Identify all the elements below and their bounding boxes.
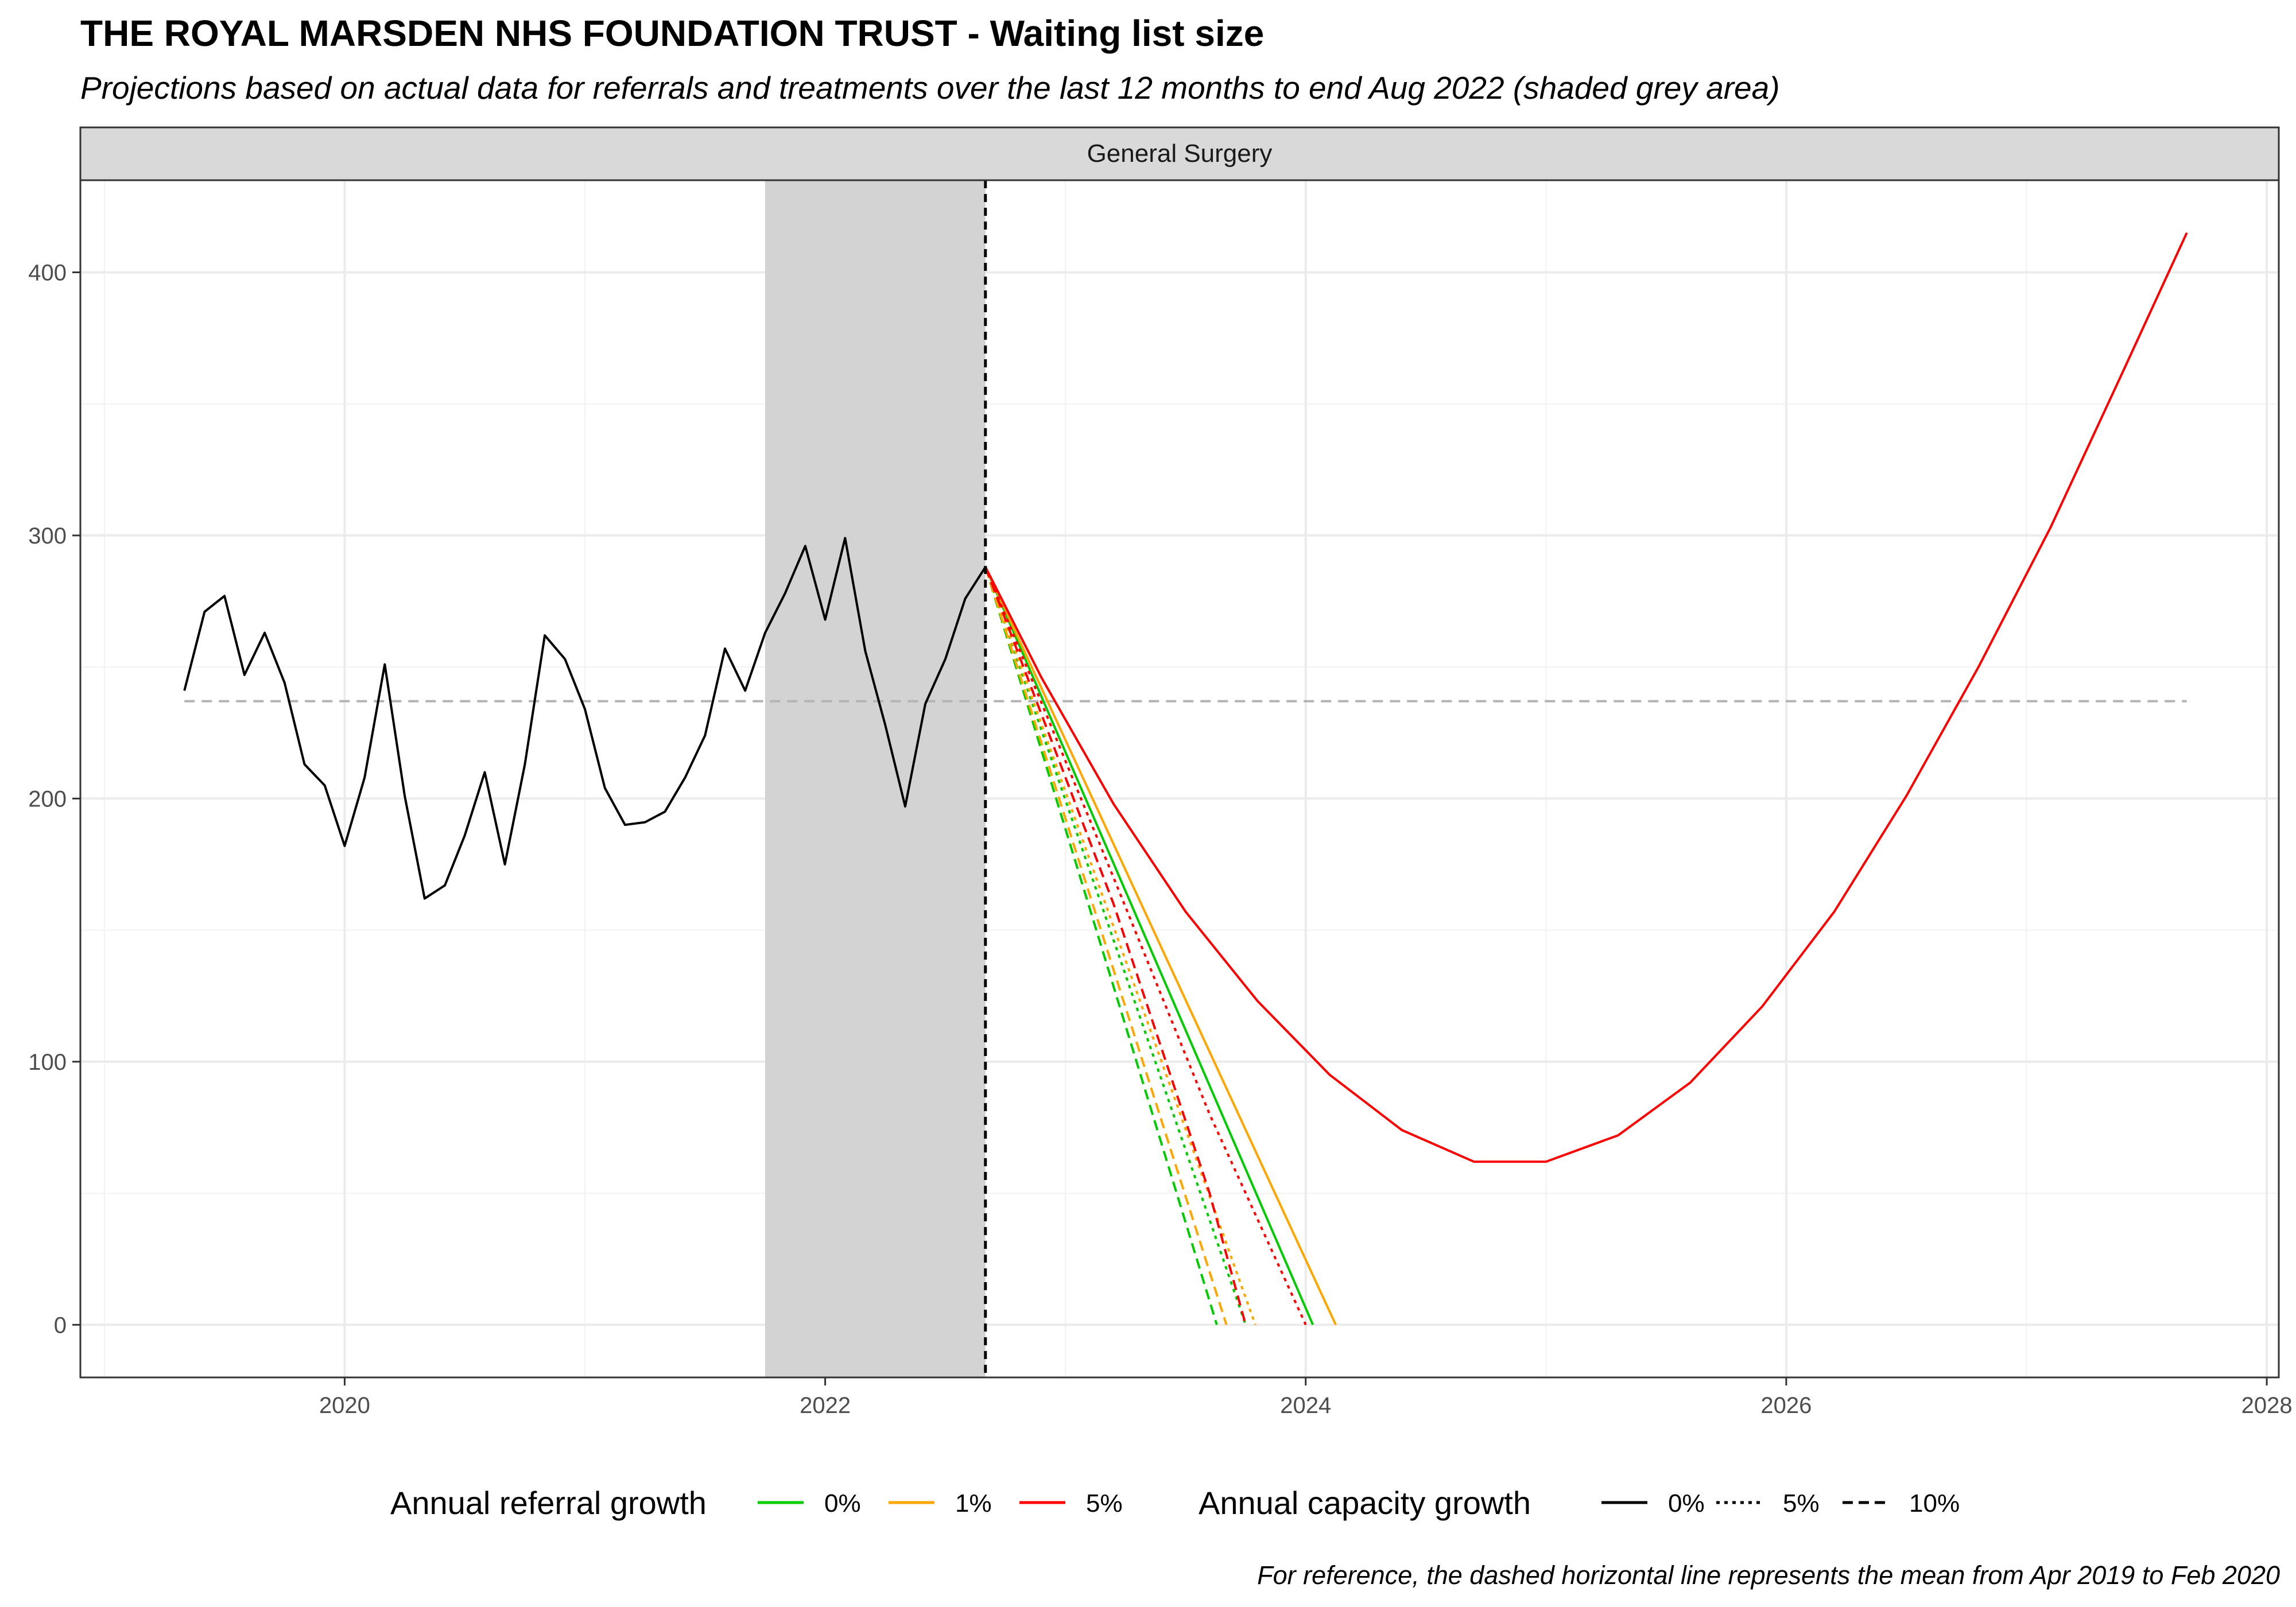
legend-capacity-label-0: 0% bbox=[1668, 1489, 1705, 1517]
actual-line bbox=[183, 537, 987, 900]
shaded-rect bbox=[765, 180, 986, 1377]
legend-referral-label-0: 0% bbox=[824, 1489, 861, 1517]
legend-referral-label-2: 5% bbox=[1086, 1489, 1123, 1517]
projection-ref-5-cap-10 bbox=[984, 566, 1247, 1325]
panel-background bbox=[80, 180, 2279, 1377]
legend-referral-title: Annual referral growth bbox=[390, 1485, 707, 1521]
legend-referral-growth: Annual referral growth 0% 1% 5% bbox=[390, 1485, 1123, 1521]
projection-ref-5-cap-0 bbox=[984, 232, 2188, 1163]
chart-caption: For reference, the dashed horizontal lin… bbox=[1257, 1561, 2280, 1590]
projection-ref-0-cap-10 bbox=[984, 566, 1218, 1325]
y-tick-label-1: 100 bbox=[28, 1050, 67, 1075]
legend-capacity-title: Annual capacity growth bbox=[1199, 1485, 1531, 1521]
legend: Annual referral growth 0% 1% 5% Annual cap… bbox=[390, 1485, 1960, 1521]
legend-capacity-label-2: 10% bbox=[1909, 1489, 1960, 1517]
legend-capacity-growth: Annual capacity growth 0% 5% 10% bbox=[1199, 1485, 1960, 1521]
x-tick-label-3: 2026 bbox=[1760, 1393, 1812, 1418]
chart-subtitle: Projections based on actual data for ref… bbox=[80, 70, 1780, 106]
y-axis: 0 100 200 300 400 bbox=[28, 260, 80, 1338]
grid-major bbox=[80, 180, 2279, 1377]
projection-lines bbox=[984, 232, 2188, 1326]
chart-title: THE ROYAL MARSDEN NHS FOUNDATION TRUST -… bbox=[80, 13, 1264, 54]
shaded-period bbox=[765, 180, 986, 1377]
plot-panel bbox=[79, 179, 2280, 1379]
y-tick-label-2: 200 bbox=[28, 786, 67, 812]
projection-ref-0-cap-0 bbox=[984, 566, 1314, 1326]
grid-minor bbox=[80, 180, 2279, 1377]
y-tick-label-4: 400 bbox=[28, 260, 67, 285]
x-axis: 2020 2022 2024 2026 2028 bbox=[319, 1377, 2293, 1418]
y-tick-label-3: 300 bbox=[28, 523, 67, 549]
panel-border bbox=[79, 179, 2280, 1379]
facet-label: General Surgery bbox=[1087, 139, 1273, 168]
x-tick-label-4: 2028 bbox=[2241, 1393, 2293, 1418]
legend-capacity-label-1: 5% bbox=[1783, 1489, 1820, 1517]
x-tick-label-2: 2024 bbox=[1280, 1393, 1331, 1418]
projection-ref-1-cap-0 bbox=[984, 566, 1337, 1326]
facet-strip: General Surgery bbox=[79, 126, 2280, 181]
x-tick-label-1: 2022 bbox=[800, 1393, 851, 1418]
projection-ref-0-cap-5 bbox=[984, 566, 1247, 1325]
legend-referral-label-1: 1% bbox=[955, 1489, 992, 1517]
y-tick-label-0: 0 bbox=[54, 1313, 67, 1338]
actual-series bbox=[183, 537, 987, 900]
x-tick-label-0: 2020 bbox=[319, 1393, 370, 1418]
projection-ref-1-cap-10 bbox=[984, 566, 1228, 1325]
projection-ref-1-cap-5 bbox=[984, 566, 1256, 1325]
projection-ref-5-cap-5 bbox=[984, 566, 1307, 1326]
